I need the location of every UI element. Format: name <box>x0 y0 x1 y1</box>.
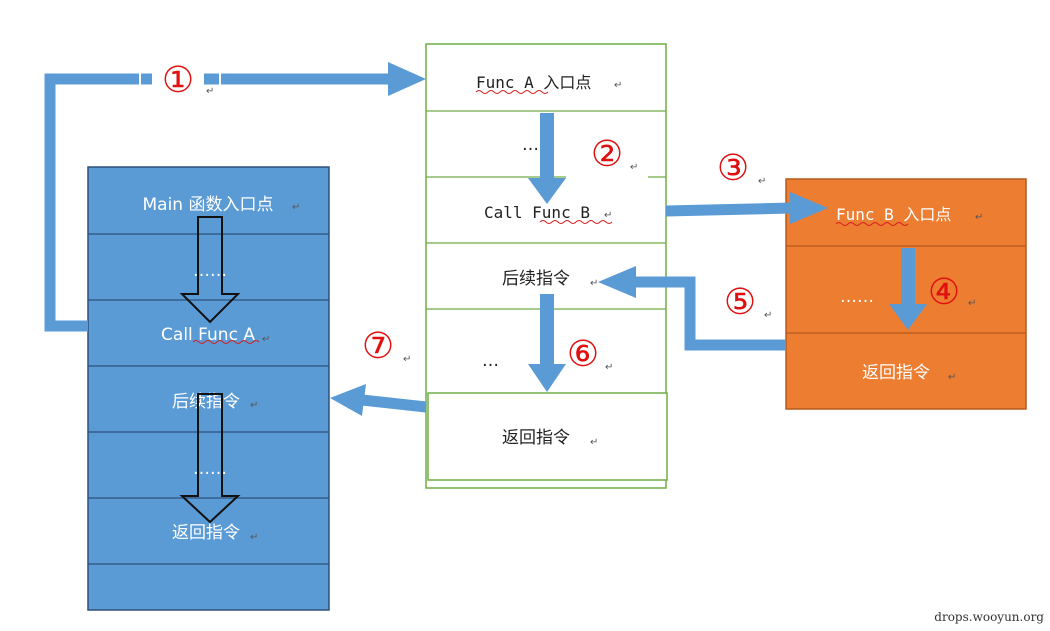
main-stack: Main 函数入口点 …… Call Func A 后续指令 …… 返回指令 ↵… <box>88 167 329 610</box>
func-a-entry-label: Func A 入口点 <box>476 73 591 92</box>
paragraph-mark: ↵ <box>262 334 270 345</box>
paragraph-mark: ↵ <box>968 298 976 309</box>
paragraph-mark: ↵ <box>590 437 598 448</box>
paragraph-mark: ↵ <box>764 310 772 321</box>
paragraph-mark: ↵ <box>614 80 622 91</box>
paragraph-mark: ↵ <box>758 176 766 187</box>
func-a-ret-label: 返回指令 <box>502 428 570 448</box>
step-2-marker: ② <box>591 134 623 175</box>
paragraph-mark: ↵ <box>250 400 258 411</box>
paragraph-mark: ↵ <box>206 86 214 97</box>
main-entry-label: Main 函数入口点 <box>143 195 274 215</box>
step-4-marker: ④ <box>928 272 960 313</box>
paragraph-mark: ↵ <box>250 532 258 543</box>
paragraph-mark: ↵ <box>403 354 411 365</box>
arrow-return-from-a <box>362 400 426 407</box>
step-6-marker: ⑥ <box>567 334 599 375</box>
func-a-stack: Func A 入口点 …… Call Func B 后续指令 … 返回指令 ↵ … <box>426 44 667 488</box>
paragraph-mark: ↵ <box>975 212 983 223</box>
step-7-marker: ⑦ <box>362 326 394 367</box>
step-3-marker: ③ <box>717 148 749 189</box>
paragraph-mark: ↵ <box>605 362 613 373</box>
arrow-call-func-a-head <box>388 62 426 96</box>
step-1-marker: ① <box>162 60 194 101</box>
paragraph-mark: ↵ <box>590 278 598 289</box>
func-b-stack: Func B 入口点 …… 返回指令 ↵ ↵ <box>786 179 1026 409</box>
func-b-entry-label: Func B 入口点 <box>836 205 951 224</box>
arrow-return-from-a-head <box>330 384 366 416</box>
arrow-call-func-b <box>666 208 792 211</box>
func-b-ret-label: 返回指令 <box>862 363 930 383</box>
watermark: drops.wooyun.org <box>934 610 1044 624</box>
paragraph-mark: ↵ <box>604 210 612 221</box>
func-b-dots: …… <box>840 287 874 307</box>
func-a-next-label: 后续指令 <box>502 269 570 289</box>
func-a-call-label: Call Func B <box>484 203 590 222</box>
main-ret-label: 返回指令 <box>172 523 240 543</box>
step-5-marker: ⑤ <box>724 282 756 323</box>
paragraph-mark: ↵ <box>630 162 638 173</box>
paragraph-mark: ↵ <box>948 372 956 383</box>
paragraph-mark: ↵ <box>292 202 300 213</box>
func-a-dots-2: … <box>482 351 499 371</box>
